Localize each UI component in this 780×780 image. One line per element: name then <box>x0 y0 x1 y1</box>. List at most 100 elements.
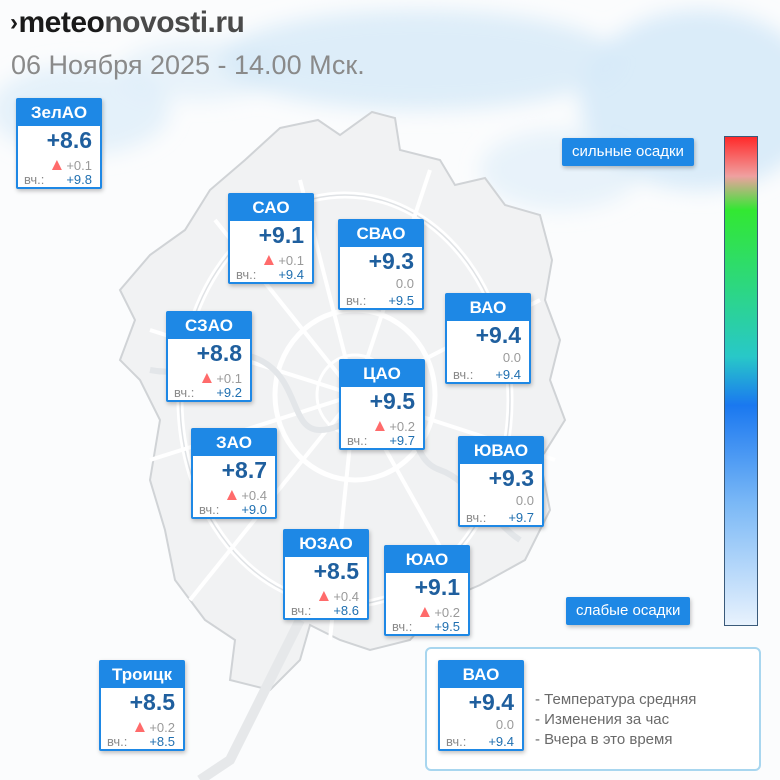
change-value: +0.2 <box>149 720 175 735</box>
district-name: ЮЗАО <box>285 531 367 557</box>
district-card-sao: САО +9.1 ▲+0.1 вч.: +9.4 <box>228 193 314 284</box>
district-name: САО <box>230 195 312 221</box>
yesterday-label: вч.: <box>466 510 487 525</box>
yesterday-value: +9.5 <box>388 293 414 308</box>
trend-up-icon: ▲ <box>260 250 278 269</box>
district-name: ЗелАО <box>18 100 100 126</box>
district-card-troitsk: Троицк +8.5 ▲+0.2 вч.: +8.5 <box>99 660 185 751</box>
yesterday-label: вч.: <box>392 619 413 634</box>
district-card-svao: СВАО +9.3 0.0 вч.: +9.5 <box>338 219 424 310</box>
district-temperature: +9.4 <box>468 689 514 715</box>
trend-up-icon: ▲ <box>198 368 216 387</box>
change-value: +0.1 <box>278 253 304 268</box>
legend-line-yesterday: - Вчера в это время <box>535 731 673 748</box>
yesterday-label: вч.: <box>346 293 367 308</box>
trend-up-icon: ▲ <box>416 602 434 621</box>
district-card-zao: ЗАО +8.7 ▲+0.4 вч.: +9.0 <box>191 428 277 519</box>
change-value: +0.2 <box>434 605 460 620</box>
district-temperature: +9.1 <box>414 574 460 600</box>
district-temperature: +8.7 <box>221 457 267 483</box>
district-yesterday: вч.: +9.0 <box>199 502 267 517</box>
yesterday-label: вч.: <box>199 502 220 517</box>
district-yesterday: вч.: +9.7 <box>466 510 534 525</box>
logo-text-meteo: meteo <box>18 6 105 39</box>
district-name: ЦАО <box>341 361 423 387</box>
change-value: +0.1 <box>66 158 92 173</box>
yesterday-label: вч.: <box>291 603 312 618</box>
district-yesterday: вч.: +9.4 <box>236 267 304 282</box>
district-hourly-change: 0.0 <box>516 493 534 508</box>
district-yesterday: вч.: +9.5 <box>392 619 460 634</box>
legend-sample-card: ВАО +9.4 0.0 вч.: +9.4 <box>438 660 524 751</box>
yesterday-value: +9.5 <box>434 619 460 634</box>
district-card-zelao: ЗелАО +8.6 ▲+0.1 вч.: +9.8 <box>16 98 102 189</box>
change-value: 0.0 <box>395 276 414 291</box>
district-card-cao: ЦАО +9.5 ▲+0.2 вч.: +9.7 <box>339 359 425 450</box>
yesterday-value: +9.7 <box>389 433 415 448</box>
district-yesterday: вч.: +9.7 <box>347 433 415 448</box>
logo-text-domain: .ru <box>207 6 245 39</box>
district-name: ЮВАО <box>460 438 542 464</box>
yesterday-label: вч.: <box>174 385 195 400</box>
change-value: +0.4 <box>333 589 359 604</box>
district-yesterday: вч.: +9.2 <box>174 385 242 400</box>
yesterday-label: вч.: <box>236 267 257 282</box>
logo-mark-icon: › <box>10 9 18 36</box>
change-value: +0.2 <box>389 419 415 434</box>
district-yesterday: вч.: +9.5 <box>346 293 414 308</box>
legend-descriptions: - Температура средняя - Изменения за час… <box>535 690 696 750</box>
district-name: Троицк <box>101 662 183 688</box>
district-temperature: +9.5 <box>369 388 415 414</box>
district-yesterday: вч.: +9.4 <box>446 734 514 749</box>
legend-line-temperature: - Температура средняя <box>535 691 697 708</box>
site-logo: ›meteonovosti.ru <box>10 6 245 40</box>
yesterday-label: вч.: <box>446 734 467 749</box>
scale-label-heavy: сильные осадки <box>562 138 694 166</box>
yesterday-value: +9.4 <box>278 267 304 282</box>
district-temperature: +9.4 <box>475 322 521 348</box>
yesterday-label: вч.: <box>453 367 474 382</box>
district-temperature: +8.8 <box>196 340 242 366</box>
district-name: СВАО <box>340 221 422 247</box>
change-value: 0.0 <box>502 350 521 365</box>
district-card-szao: СЗАО +8.8 ▲+0.1 вч.: +9.2 <box>166 311 252 402</box>
district-name: ВАО <box>440 662 522 688</box>
yesterday-value: +9.0 <box>241 502 267 517</box>
district-temperature: +8.5 <box>129 689 175 715</box>
district-name: ЮАО <box>386 547 468 573</box>
district-card-yuao: ЮАО +9.1 ▲+0.2 вч.: +9.5 <box>384 545 470 636</box>
change-value: +0.1 <box>216 371 242 386</box>
district-temperature: +9.1 <box>258 222 304 248</box>
change-value: 0.0 <box>515 493 534 508</box>
district-yesterday: вч.: +8.6 <box>291 603 359 618</box>
yesterday-value: +9.7 <box>508 510 534 525</box>
district-card-vao: ВАО +9.4 0.0 вч.: +9.4 <box>445 293 531 384</box>
district-name: СЗАО <box>168 313 250 339</box>
yesterday-label: вч.: <box>24 172 45 187</box>
district-hourly-change: 0.0 <box>496 717 514 732</box>
district-hourly-change: ▲+0.4 <box>316 586 360 606</box>
trend-up-icon: ▲ <box>48 155 66 174</box>
yesterday-label: вч.: <box>347 433 368 448</box>
trend-up-icon: ▲ <box>223 485 241 504</box>
district-hourly-change: ▲+0.1 <box>261 250 305 270</box>
legend-line-hourly-change: - Изменения за час <box>535 711 670 728</box>
district-yesterday: вч.: +8.5 <box>107 734 175 749</box>
district-card-yuzao: ЮЗАО +8.5 ▲+0.4 вч.: +8.6 <box>283 529 369 620</box>
change-value: +0.4 <box>241 488 267 503</box>
trend-up-icon: ▲ <box>371 416 389 435</box>
trend-up-icon: ▲ <box>315 586 333 605</box>
change-value: 0.0 <box>495 717 514 732</box>
district-yesterday: вч.: +9.8 <box>24 172 92 187</box>
yesterday-value: +8.5 <box>149 734 175 749</box>
district-hourly-change: ▲+0.2 <box>372 416 416 436</box>
scale-label-light: слабые осадки <box>566 597 691 625</box>
district-temperature: +8.6 <box>46 127 92 153</box>
yesterday-value: +9.2 <box>216 385 242 400</box>
district-hourly-change: ▲+0.2 <box>417 602 461 622</box>
trend-up-icon: ▲ <box>131 717 149 736</box>
district-hourly-change: ▲+0.1 <box>199 368 243 388</box>
district-hourly-change: 0.0 <box>396 276 414 291</box>
district-temperature: +8.5 <box>313 558 359 584</box>
